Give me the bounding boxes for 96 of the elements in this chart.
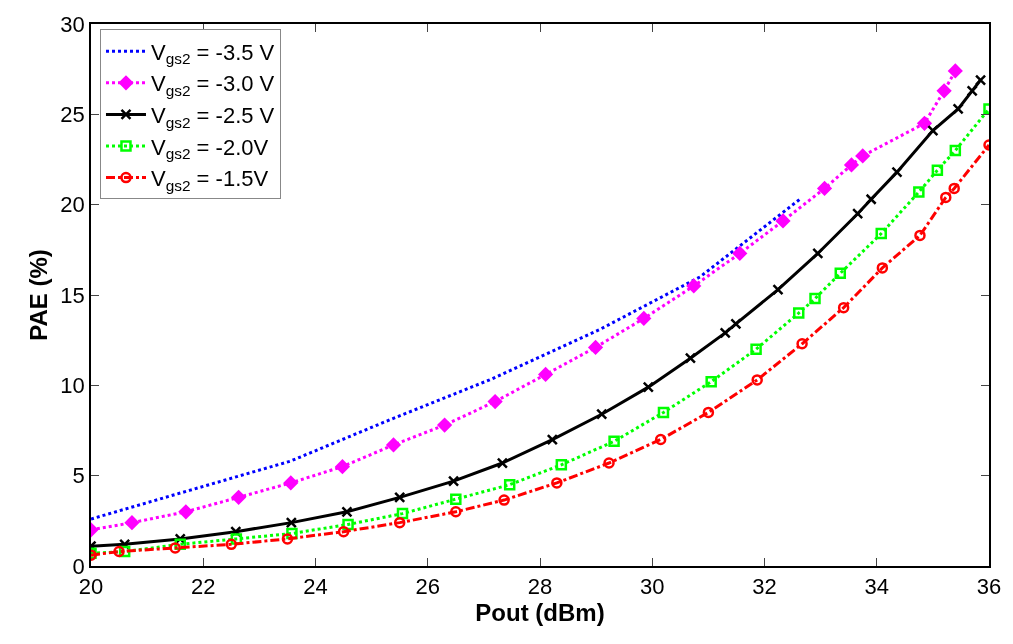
point [702, 406, 715, 419]
legend-label: V$_{gs2}$ = -3.5 V [150, 39, 275, 68]
point [447, 475, 460, 487]
point [837, 301, 850, 314]
point [844, 157, 859, 173]
point [595, 408, 608, 420]
point [750, 343, 762, 355]
y-tick-label: 20 [60, 192, 85, 218]
point [488, 394, 503, 409]
point [169, 542, 181, 554]
legend-label: V$_{gs2}$ = -2.0V [150, 134, 269, 163]
point [927, 124, 939, 137]
point [705, 375, 717, 388]
point [498, 494, 510, 506]
point [608, 435, 620, 448]
point [732, 246, 747, 261]
point [603, 457, 615, 469]
point [949, 144, 962, 157]
point [684, 352, 697, 364]
point [876, 262, 889, 274]
point [393, 516, 406, 529]
point [281, 533, 294, 545]
point [124, 515, 140, 530]
legend-label: V$_{gs2}$ = -2.5 V [150, 103, 275, 131]
point [772, 283, 784, 296]
point [792, 307, 805, 319]
point [588, 340, 603, 355]
point [393, 491, 406, 504]
point [335, 459, 350, 474]
point [730, 318, 742, 330]
x-tick-label: 34 [864, 574, 889, 600]
y-tick-label: 0 [72, 553, 85, 579]
point [952, 103, 964, 115]
legend-label: V$_{gs2}$ = -3.0 V [150, 71, 275, 100]
point [796, 338, 808, 350]
point [686, 278, 701, 294]
y-tick-label: 30 [60, 11, 85, 37]
point [891, 166, 903, 178]
point [834, 267, 847, 280]
x-tick-label: 22 [191, 574, 216, 600]
point [974, 74, 987, 86]
point [551, 477, 563, 489]
y-axis-title: PAE (%) [24, 249, 52, 341]
y-tick-label: 10 [60, 373, 85, 399]
point [913, 186, 925, 198]
x-tick-label: 28 [527, 574, 553, 600]
point [809, 292, 821, 305]
point [283, 475, 298, 490]
point [450, 506, 462, 518]
line-series [91, 197, 802, 521]
y-tick-label: 25 [60, 102, 85, 128]
x-tick-label: 36 [976, 574, 1002, 600]
legend-label: V$_{gs2}$ = -1.5V [150, 166, 269, 194]
point [865, 193, 877, 205]
point [851, 207, 864, 220]
x-tick-label: 32 [752, 574, 777, 600]
point [113, 545, 125, 558]
point [225, 538, 238, 551]
point [812, 247, 824, 260]
point [386, 437, 401, 453]
point [178, 504, 193, 519]
point [496, 457, 509, 469]
point [636, 311, 651, 326]
point [719, 327, 731, 339]
point [642, 381, 655, 393]
point [855, 148, 870, 163]
x-tick-label: 26 [415, 574, 440, 600]
y-tick-label: 15 [60, 282, 85, 308]
point [437, 417, 452, 433]
point [285, 516, 298, 529]
point [817, 181, 832, 196]
point [450, 493, 462, 505]
point [538, 367, 553, 382]
point [654, 433, 667, 446]
point [940, 191, 952, 204]
point [751, 374, 763, 386]
point [503, 478, 516, 491]
point [914, 229, 926, 242]
point [546, 433, 559, 446]
point [875, 227, 887, 240]
x-axis-title: Pout (dBm) [475, 599, 605, 627]
y-tick-label: 5 [72, 463, 85, 489]
point [337, 525, 350, 538]
point [948, 63, 963, 79]
x-tick-label: 30 [640, 574, 665, 600]
point [341, 506, 353, 518]
x-tick-label: 24 [303, 574, 328, 600]
point [657, 406, 670, 419]
point [931, 164, 944, 177]
point [555, 459, 568, 471]
point [231, 490, 246, 505]
point [966, 85, 978, 97]
point [775, 213, 791, 229]
point [937, 83, 952, 98]
point [917, 116, 932, 131]
point [948, 182, 960, 195]
